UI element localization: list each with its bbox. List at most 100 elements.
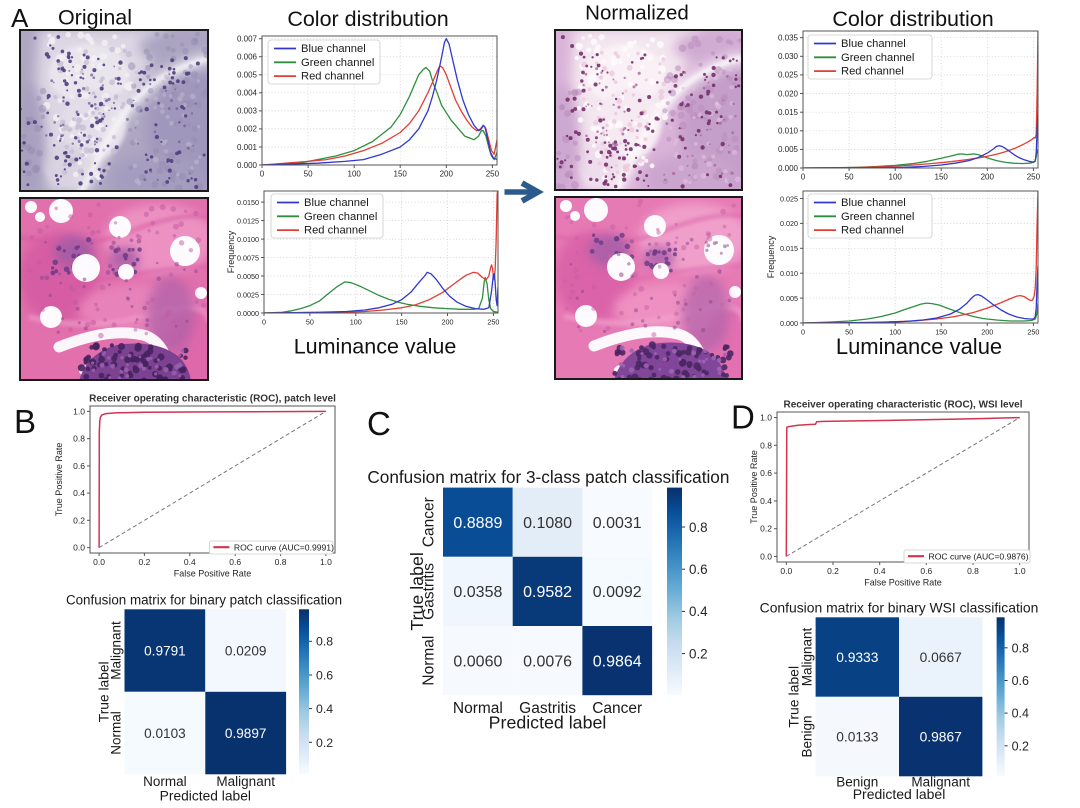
- svg-text:0.4: 0.4: [316, 702, 333, 716]
- svg-text:0.4: 0.4: [689, 604, 708, 619]
- svg-text:0.8: 0.8: [760, 440, 772, 450]
- svg-text:1.0: 1.0: [760, 413, 772, 423]
- svg-text:Confusion matrix for 3-class p: Confusion matrix for 3-class patch class…: [367, 467, 729, 487]
- svg-text:0.6: 0.6: [229, 557, 241, 567]
- svg-text:0.0050: 0.0050: [237, 272, 259, 281]
- svg-text:True Positive Rate: True Positive Rate: [749, 450, 759, 524]
- svg-text:0.010: 0.010: [780, 269, 798, 278]
- svg-text:0.001: 0.001: [237, 143, 258, 152]
- svg-text:0.9867: 0.9867: [920, 730, 962, 745]
- svg-text:True label: True label: [97, 661, 112, 722]
- svg-text:0.0031: 0.0031: [593, 515, 642, 532]
- svg-text:0.2: 0.2: [827, 566, 839, 576]
- svg-text:0.8: 0.8: [967, 566, 979, 576]
- svg-text:0.9791: 0.9791: [144, 643, 186, 658]
- svg-text:1.0: 1.0: [73, 406, 85, 416]
- svg-text:0.0000: 0.0000: [237, 309, 259, 318]
- svg-text:0.003: 0.003: [237, 107, 258, 116]
- svg-text:Red channel: Red channel: [304, 225, 367, 237]
- svg-text:Red channel: Red channel: [841, 225, 904, 237]
- svg-text:0.4: 0.4: [760, 496, 772, 506]
- svg-text:0.015: 0.015: [778, 108, 799, 117]
- svg-text:Receiver operating characteris: Receiver operating characteristic (ROC),…: [784, 400, 1023, 411]
- svg-text:250: 250: [1027, 173, 1041, 182]
- svg-text:0.000: 0.000: [778, 164, 799, 173]
- svg-text:Blue channel: Blue channel: [841, 197, 906, 209]
- svg-text:0.4: 0.4: [184, 557, 196, 567]
- svg-text:0.2: 0.2: [1012, 739, 1029, 753]
- svg-text:0.0060: 0.0060: [453, 653, 502, 670]
- svg-text:ROC curve (AUC=0.9991): ROC curve (AUC=0.9991): [234, 543, 334, 553]
- svg-text:0.4: 0.4: [1012, 707, 1029, 721]
- svg-text:0.9864: 0.9864: [593, 653, 642, 670]
- svg-text:100: 100: [350, 318, 362, 327]
- svg-text:0.0: 0.0: [93, 557, 105, 567]
- svg-text:0.9897: 0.9897: [225, 726, 267, 741]
- svg-text:Normal: Normal: [453, 700, 503, 717]
- svg-text:0.2: 0.2: [760, 524, 772, 534]
- svg-text:1.0: 1.0: [320, 557, 332, 567]
- svg-text:50: 50: [845, 173, 854, 182]
- svg-text:150: 150: [935, 328, 947, 337]
- svg-text:Frequency: Frequency: [226, 230, 236, 273]
- svg-text:0.0092: 0.0092: [593, 584, 642, 601]
- svg-text:50: 50: [306, 318, 314, 327]
- svg-text:0.9582: 0.9582: [523, 584, 572, 601]
- svg-text:100: 100: [348, 170, 362, 179]
- svg-text:150: 150: [935, 173, 949, 182]
- svg-text:0.005: 0.005: [778, 145, 799, 154]
- svg-text:Blue channel: Blue channel: [301, 43, 366, 55]
- svg-text:0: 0: [262, 318, 266, 327]
- svg-text:0.8: 0.8: [275, 557, 287, 567]
- svg-text:100: 100: [889, 328, 901, 337]
- svg-text:0.000: 0.000: [237, 161, 258, 170]
- svg-text:0.8889: 0.8889: [453, 515, 502, 532]
- svg-text:1.0: 1.0: [1014, 566, 1026, 576]
- svg-text:True Positive Rate: True Positive Rate: [54, 443, 64, 517]
- svg-text:Red channel: Red channel: [301, 71, 364, 83]
- svg-text:0.015: 0.015: [780, 244, 798, 253]
- svg-text:100: 100: [889, 173, 903, 182]
- svg-text:0.0358: 0.0358: [453, 584, 502, 601]
- svg-text:ROC curve (AUC=0.9876): ROC curve (AUC=0.9876): [929, 552, 1029, 562]
- svg-text:0.0150: 0.0150: [237, 198, 259, 207]
- svg-text:0: 0: [260, 170, 265, 179]
- svg-text:0.2: 0.2: [138, 557, 150, 567]
- svg-text:Frequency: Frequency: [766, 235, 776, 278]
- svg-text:Normal: Normal: [109, 711, 124, 755]
- svg-text:0.035: 0.035: [778, 34, 799, 43]
- svg-text:0.9333: 0.9333: [836, 650, 879, 665]
- svg-text:0.010: 0.010: [778, 127, 799, 136]
- svg-text:Green channel: Green channel: [841, 52, 914, 64]
- svg-text:Receiver operating characteris: Receiver operating characteristic (ROC),…: [89, 394, 336, 405]
- svg-text:True label: True label: [786, 666, 802, 728]
- svg-text:D: D: [731, 399, 755, 436]
- svg-text:False Positive Rate: False Positive Rate: [864, 578, 942, 588]
- svg-text:0.025: 0.025: [778, 71, 799, 80]
- svg-text:50: 50: [304, 170, 313, 179]
- svg-text:0.0133: 0.0133: [836, 730, 879, 745]
- svg-text:0.6: 0.6: [760, 468, 772, 478]
- svg-text:200: 200: [442, 318, 454, 327]
- svg-text:0.025: 0.025: [780, 194, 798, 203]
- svg-text:False Positive Rate: False Positive Rate: [174, 569, 252, 579]
- svg-text:Normalized: Normalized: [585, 2, 689, 25]
- svg-text:0.2: 0.2: [316, 736, 333, 750]
- svg-text:250: 250: [1027, 328, 1039, 337]
- svg-text:B: B: [14, 403, 36, 440]
- svg-text:200: 200: [981, 328, 993, 337]
- svg-text:Malignant: Malignant: [216, 774, 275, 789]
- svg-text:Predicted label: Predicted label: [489, 713, 607, 733]
- svg-text:0.0: 0.0: [73, 543, 85, 553]
- svg-text:Blue channel: Blue channel: [841, 38, 906, 50]
- svg-text:150: 150: [394, 170, 408, 179]
- svg-text:Luminance value: Luminance value: [294, 335, 457, 359]
- svg-text:Color distribution: Color distribution: [832, 7, 993, 31]
- svg-text:0.006: 0.006: [237, 53, 258, 62]
- svg-text:Benign: Benign: [800, 715, 815, 757]
- svg-text:Gastritis: Gastritis: [519, 700, 576, 717]
- svg-text:Benign: Benign: [836, 775, 878, 790]
- svg-text:0.6: 0.6: [1012, 674, 1029, 688]
- svg-text:0.002: 0.002: [237, 125, 258, 134]
- svg-text:Malignant: Malignant: [800, 627, 815, 686]
